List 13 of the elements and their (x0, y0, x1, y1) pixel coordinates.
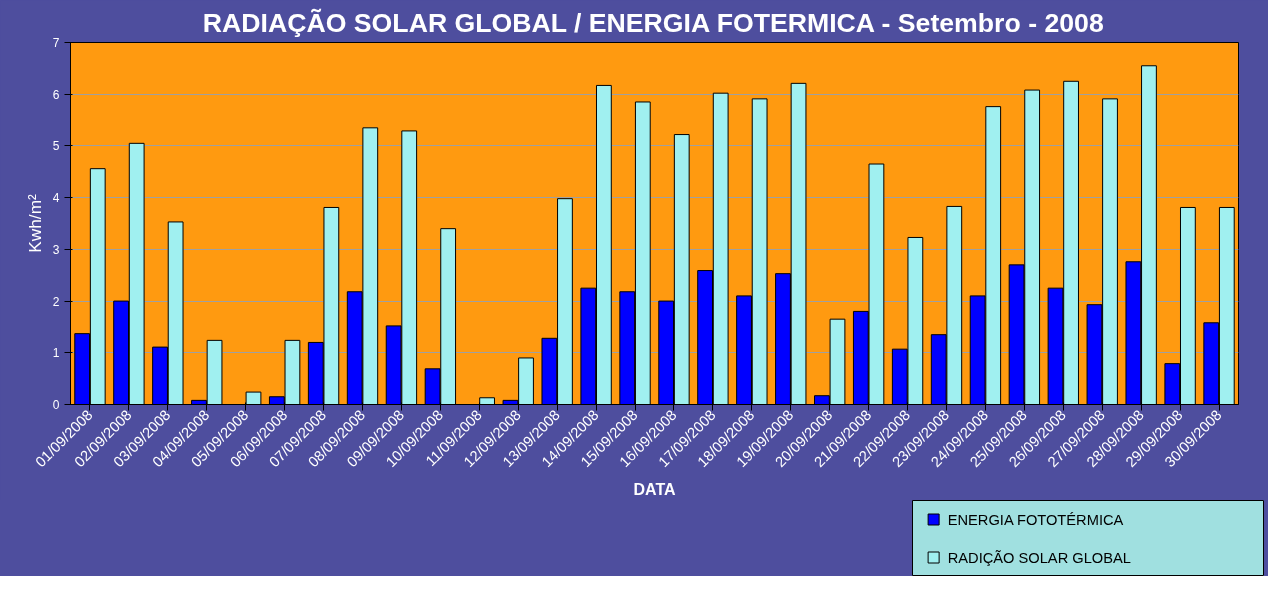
chart-title: RADIAÇÃO SOLAR GLOBAL / ENERGIA FOTERMICA - Setembro - 2008 (202, 7, 1104, 38)
y-tick-label: 6 (52, 87, 60, 102)
y-tick-label: 1 (52, 346, 60, 361)
y-tick-label: 7 (52, 36, 60, 50)
y-tick-label: 2 (52, 294, 60, 309)
x-axis-title: DATA (633, 480, 676, 498)
y-tick-label: 4 (52, 191, 60, 206)
y-tick-label: 5 (52, 139, 60, 154)
y-tick-label: 3 (52, 242, 60, 257)
y-tick-label: 0 (52, 398, 60, 412)
legend-label: ENERGIA FOTOTÉRMICA (947, 511, 1124, 528)
y-axis-title: Kwh/m² (24, 193, 45, 253)
legend-label: RADIÇÃO SOLAR GLOBAL (947, 549, 1131, 566)
